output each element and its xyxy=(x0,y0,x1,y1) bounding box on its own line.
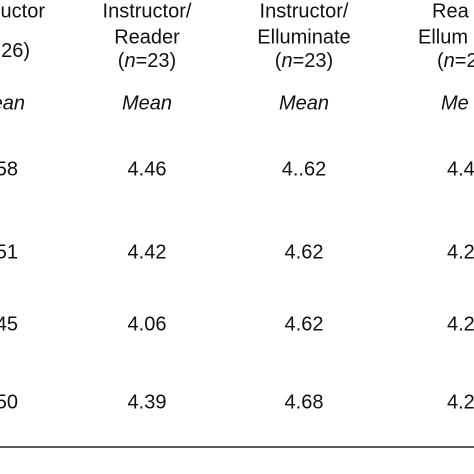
stat-label: Me xyxy=(441,92,469,114)
cell-value: 58 xyxy=(0,158,18,180)
sample-part: ( xyxy=(437,50,444,72)
sample-size: 26) xyxy=(1,40,30,62)
cell-value: 4.2 xyxy=(447,241,474,263)
cell-value: 51 xyxy=(0,241,18,263)
cell-value: 4.06 xyxy=(128,313,167,335)
sample-part: ( xyxy=(118,50,125,72)
cell-value: 45 xyxy=(0,313,18,335)
sample-size: (n=23) xyxy=(118,50,176,72)
sample-part: n xyxy=(124,50,135,72)
sample-part: 26) xyxy=(1,40,30,62)
stat-label: ean xyxy=(0,92,25,114)
cell-value: 4..62 xyxy=(282,158,326,180)
column-header: uctor xyxy=(1,0,46,22)
stat-label: Mean xyxy=(279,92,329,114)
sample-size: (n=23) xyxy=(275,50,333,72)
sample-part: n xyxy=(281,50,292,72)
column-header: Instructor/ xyxy=(103,0,192,22)
cell-value: 50 xyxy=(0,391,18,413)
sample-size: (n=2 xyxy=(437,50,474,72)
column-header: Reader xyxy=(114,26,180,48)
sample-part: =23) xyxy=(293,50,334,72)
column-header: Elluminate xyxy=(257,26,350,48)
cell-value: 4.46 xyxy=(128,158,167,180)
sample-part: n xyxy=(444,50,455,72)
cell-value: 4.2 xyxy=(447,313,474,335)
sample-part: ( xyxy=(275,50,282,72)
cell-value: 4.2 xyxy=(447,391,474,413)
column-header: Rea xyxy=(432,0,470,22)
stat-label: Mean xyxy=(122,92,172,114)
column-header: Ellum xyxy=(418,26,468,48)
cell-value: 4.4 xyxy=(447,158,474,180)
cell-value: 4.42 xyxy=(128,241,167,263)
cell-value: 4.39 xyxy=(128,391,167,413)
cell-value: 4.62 xyxy=(285,241,324,263)
sample-part: =2 xyxy=(455,50,474,72)
cell-value: 4.62 xyxy=(285,313,324,335)
cell-value: 4.68 xyxy=(285,391,324,413)
sample-part: =23) xyxy=(136,50,177,72)
column-header: Instructor/ xyxy=(260,0,349,22)
